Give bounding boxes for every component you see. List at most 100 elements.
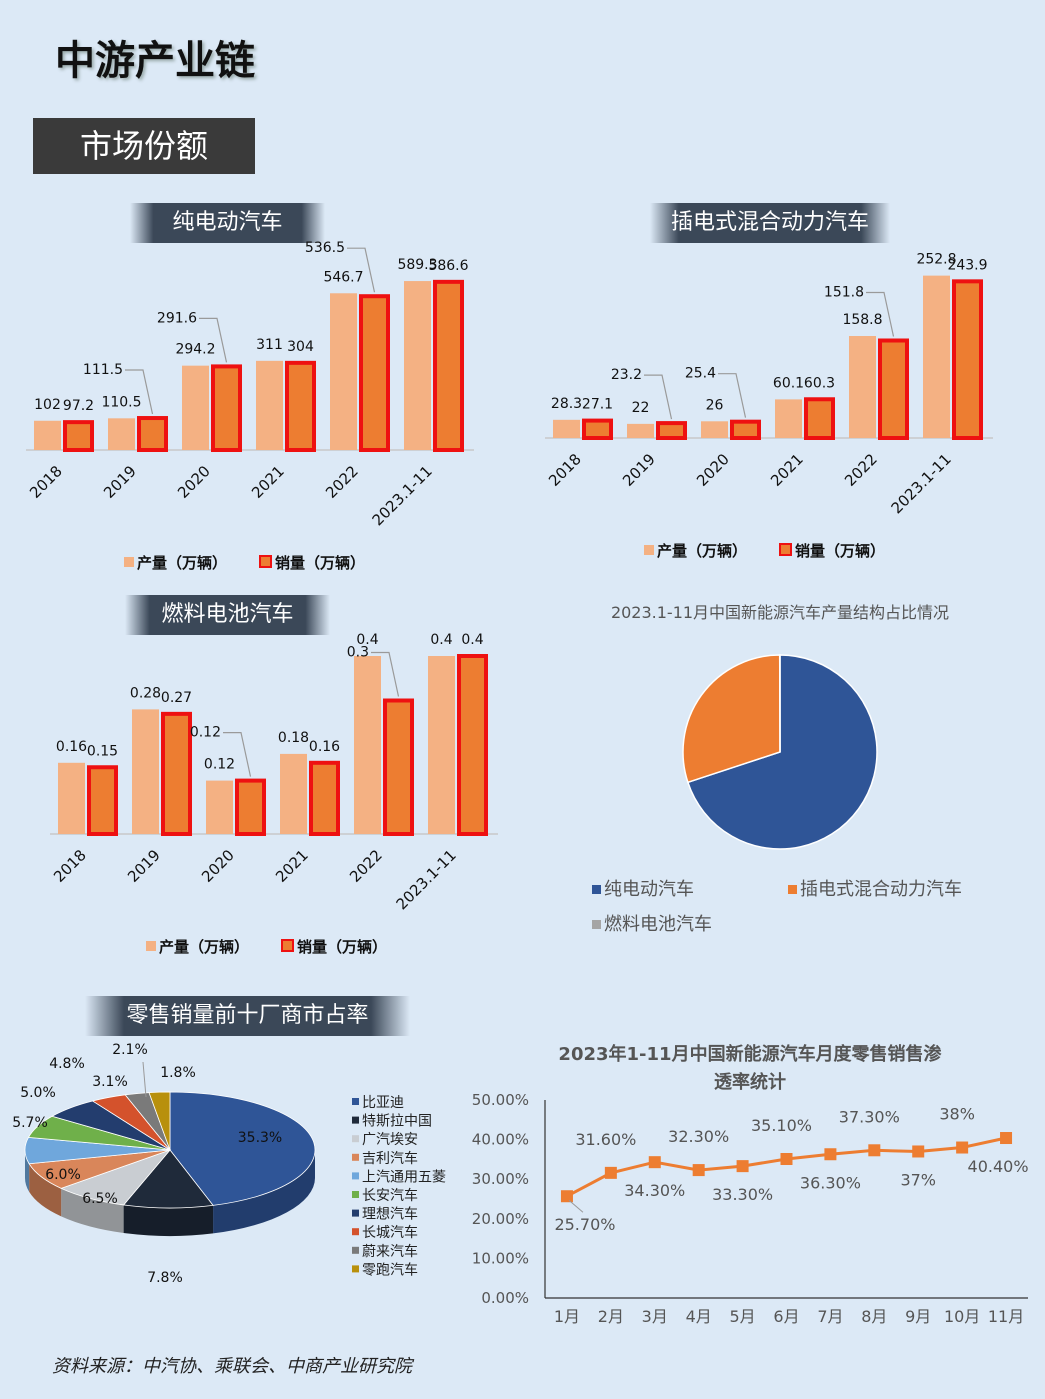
top10-legend-label: 吉利汽车 [362, 1150, 418, 1167]
top10-pie-chart: 35.3% 7.8% 6.5%6.0% 5.7% 5.0% 4.8% 3.1% 2.1% 1.8… [12, 1042, 446, 1286]
top10-legend-label: 长城汽车 [362, 1224, 418, 1241]
penetration-data-label: 25.70% [554, 1215, 615, 1234]
bev-production-bar [256, 360, 283, 450]
penetration-x-tick: 1月 [554, 1307, 580, 1326]
top10-legend-swatch [352, 1116, 359, 1124]
bev-sales-bar [137, 416, 168, 452]
fcev-chart-banner: 燃料电池汽车 [125, 595, 330, 635]
bev-chart-banner: 纯电动汽车 [130, 203, 325, 243]
bev-sales-label: 536.5 [305, 240, 345, 256]
bev-production-label: 294.2 [175, 342, 215, 358]
top10-leader-line [142, 1061, 147, 1098]
top10-data-label: 5.7% [12, 1115, 48, 1131]
top10-pie-slice [169, 1091, 316, 1206]
phev-category-label: 2018 [545, 450, 585, 490]
penetration-data-label: 32.30% [668, 1127, 729, 1146]
phev-sales-label: 243.9 [947, 257, 987, 273]
fcev-legend-production-swatch [146, 941, 156, 951]
penetration-data-label: 35.10% [751, 1116, 812, 1135]
bev-leader-line [347, 247, 376, 293]
phev-production-bar [553, 419, 580, 438]
bev-sales-label: 291.6 [157, 310, 197, 326]
bev-bar-chart: 102 97.2 2018 110.5 111.5 2019 294.2 291.6 2020 3… [26, 240, 474, 572]
bev-sales-label: 97.2 [63, 398, 94, 414]
penetration-leader-line [568, 1199, 584, 1213]
fcev-category-label: 2019 [124, 846, 164, 886]
top10-data-label: 4.8% [49, 1056, 85, 1072]
bev-category-label: 2021 [248, 462, 288, 502]
penetration-marker [780, 1153, 793, 1166]
penetration-marker [692, 1164, 705, 1177]
penetration-marker [912, 1145, 925, 1158]
fcev-legend-sales-label: 销量（万辆） [297, 938, 387, 956]
bev-sales-bar [63, 420, 94, 453]
penetration-data-label: 37% [900, 1170, 936, 1189]
structure-legend-label: 插电式混合动力汽车 [800, 879, 962, 900]
phev-legend-sales-label: 销量（万辆） [795, 542, 885, 560]
penetration-y-tick: 20.00% [472, 1210, 529, 1228]
bev-legend-sales-swatch [259, 555, 272, 568]
penetration-y-tick: 10.00% [472, 1249, 529, 1267]
top10-pie-side [61, 1188, 124, 1233]
phev-production-bar [923, 275, 950, 438]
section-banner: 市场份额 [33, 118, 255, 174]
fcev-category-label: 2018 [50, 846, 90, 886]
bev-production-label: 589.3 [397, 257, 437, 273]
phev-production-bar [627, 423, 654, 438]
bev-category-label: 2023.1-11 [369, 462, 436, 529]
penetration-y-tick: 30.00% [472, 1170, 529, 1188]
page-title: 中游产业链 [55, 37, 255, 84]
phev-production-label: 252.8 [916, 252, 956, 268]
bev-production-bar [330, 293, 357, 450]
top10-data-label: 1.8% [160, 1065, 196, 1081]
phev-category-label: 2019 [619, 450, 659, 490]
phev-sales-bar [878, 338, 909, 440]
phev-bar-chart: 28.3 27.1 2018 22 23.2 2019 26 25.4 2020 60.1 60.3… [545, 252, 993, 560]
fcev-production-bar [206, 780, 233, 834]
penetration-marker [956, 1141, 969, 1154]
phev-production-label: 22 [632, 400, 650, 416]
source-note: 资料来源：中汽协、乘联会、中商产业研究院 [52, 1356, 412, 1377]
phev-sales-bar [656, 421, 687, 441]
structure-pie-slice [686, 654, 878, 850]
fcev-sales-bar [309, 760, 340, 836]
phev-production-label: 158.8 [842, 312, 882, 328]
penetration-x-tick: 6月 [773, 1307, 799, 1326]
fcev-category-label: 2020 [198, 846, 238, 886]
bev-production-bar [182, 365, 209, 450]
phev-sales-label: 25.4 [685, 366, 716, 382]
fcev-leader-line [371, 651, 400, 697]
top10-legend-label: 理想汽车 [362, 1206, 418, 1223]
bev-category-label: 2019 [100, 462, 140, 502]
structure-legend-swatch [592, 885, 601, 894]
top10-legend-label: 上汽通用五菱 [362, 1169, 446, 1185]
bev-legend-production-swatch [124, 557, 134, 567]
phev-production-label: 60.1 [773, 375, 804, 391]
fcev-category-label: 2022 [346, 846, 386, 886]
phev-chart-banner: 插电式混合动力汽车 [650, 203, 890, 243]
fcev-sales-bar [235, 778, 266, 837]
top10-data-label: 35.3% [238, 1130, 282, 1146]
bev-sales-bar [285, 360, 316, 452]
phev-production-bar [849, 336, 876, 438]
bev-production-bar [404, 281, 431, 450]
fcev-production-label: 0.4 [356, 632, 378, 648]
phev-sales-label: 151.8 [824, 284, 864, 300]
fcev-category-label: 2023.1-11 [393, 846, 460, 913]
fcev-production-bar [58, 762, 85, 834]
fcev-production-label: 0.12 [204, 757, 235, 773]
top10-legend-label: 长安汽车 [362, 1187, 418, 1204]
bev-leader-line [199, 317, 228, 363]
penetration-x-tick: 10月 [944, 1307, 980, 1326]
top10-data-label: 2.1% [112, 1042, 148, 1058]
penetration-x-tick: 3月 [642, 1307, 668, 1326]
penetration-data-label: 33.30% [712, 1185, 773, 1204]
top10-legend-swatch [352, 1228, 359, 1236]
top10-data-label: 6.0% [45, 1167, 81, 1183]
phev-sales-label: 60.3 [804, 375, 835, 391]
bev-category-label: 2020 [174, 462, 214, 502]
top10-legend-swatch [352, 1209, 359, 1217]
phev-sales-bar [730, 419, 761, 440]
top10-legend-swatch [352, 1246, 359, 1254]
